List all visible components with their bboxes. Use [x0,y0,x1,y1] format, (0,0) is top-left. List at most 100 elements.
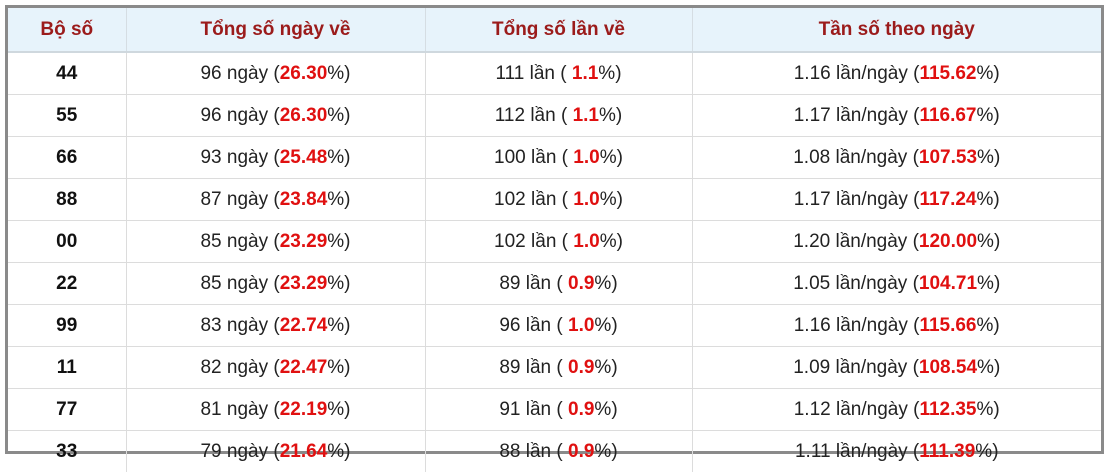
stat-cell: 102 lần ( 1.0%) [425,179,692,221]
cell-highlight: 1.0 [573,147,599,168]
cell-suffix: %) [327,231,350,252]
cell-suffix: %) [975,441,998,462]
cell-suffix: %) [327,63,350,84]
cell-suffix: %) [327,189,350,210]
stat-cell: 1.11 lần/ngày (111.39%) [692,431,1101,472]
stat-cell: 79 ngày (21.64%) [126,431,425,472]
stat-cell: 89 lần ( 0.9%) [425,347,692,389]
cell-suffix: %) [594,315,617,336]
cell-text: 1.17 lần/ngày ( [794,189,920,210]
cell-highlight: 23.29 [280,231,328,252]
cell-highlight: 22.74 [280,315,328,336]
number-cell: 44 [8,52,126,95]
stat-cell: 83 ngày (22.74%) [126,305,425,347]
stat-cell: 1.12 lần/ngày (112.35%) [692,389,1101,431]
cell-highlight: 0.9 [568,441,594,462]
stat-cell: 89 lần ( 0.9%) [425,263,692,305]
cell-highlight: 26.30 [280,105,328,126]
cell-highlight: 115.66 [919,315,976,336]
cell-highlight: 116.67 [919,105,976,126]
stat-cell: 81 ngày (22.19%) [126,389,425,431]
number-cell: 33 [8,431,126,472]
cell-suffix: %) [977,357,1000,378]
cell-text: 1.17 lần/ngày ( [794,105,920,126]
cell-highlight: 107.53 [919,147,977,168]
cell-suffix: %) [327,273,350,294]
stat-cell: 88 lần ( 0.9%) [425,431,692,472]
cell-suffix: %) [600,189,623,210]
number-cell: 77 [8,389,126,431]
cell-highlight: 111.39 [919,441,975,462]
cell-suffix: %) [977,189,1000,210]
cell-text: 87 ngày ( [200,189,279,210]
header-cell: Bộ số [8,8,126,52]
cell-suffix: %) [594,441,617,462]
number-cell: 11 [8,347,126,389]
stat-cell: 1.16 lần/ngày (115.62%) [692,52,1101,95]
cell-text: 1.09 lần/ngày ( [793,357,919,378]
cell-text: 96 ngày ( [200,105,279,126]
cell-highlight: 1.0 [573,231,599,252]
header-cell: Tổng số ngày về [126,8,425,52]
stat-cell: 96 ngày (26.30%) [126,52,425,95]
cell-suffix: %) [327,357,350,378]
cell-text: 96 ngày ( [200,63,279,84]
stat-cell: 1.16 lần/ngày (115.66%) [692,305,1101,347]
stat-cell: 1.17 lần/ngày (116.67%) [692,95,1101,137]
cell-text: 88 lần ( [499,441,568,462]
cell-highlight: 1.1 [573,105,599,126]
number-cell: 22 [8,263,126,305]
cell-text: 93 ngày ( [200,147,279,168]
cell-text: 1.16 lần/ngày ( [794,315,920,336]
stat-cell: 1.08 lần/ngày (107.53%) [692,137,1101,179]
stat-cell: 1.20 lần/ngày (120.00%) [692,221,1101,263]
cell-text: 1.16 lần/ngày ( [794,63,920,84]
cell-suffix: %) [600,231,623,252]
cell-highlight: 1.0 [573,189,599,210]
stat-cell: 85 ngày (23.29%) [126,263,425,305]
cell-text: 82 ngày ( [200,357,279,378]
number-cell: 88 [8,179,126,221]
number-cell: 55 [8,95,126,137]
stat-cell: 1.05 lần/ngày (104.71%) [692,263,1101,305]
cell-suffix: %) [327,105,350,126]
cell-highlight: 26.30 [280,63,328,84]
cell-highlight: 21.64 [280,441,328,462]
stat-cell: 1.17 lần/ngày (117.24%) [692,179,1101,221]
header-cell: Tần số theo ngày [692,8,1101,52]
cell-highlight: 108.54 [919,357,977,378]
cell-suffix: %) [327,147,350,168]
cell-highlight: 1.0 [568,315,594,336]
number-cell: 66 [8,137,126,179]
cell-highlight: 22.19 [280,399,328,420]
cell-suffix: %) [977,63,1000,84]
cell-text: 81 ngày ( [200,399,279,420]
cell-suffix: %) [598,63,621,84]
cell-text: 96 lần ( [499,315,568,336]
cell-text: 112 lần ( [495,105,573,126]
cell-suffix: %) [977,399,1000,420]
cell-suffix: %) [327,399,350,420]
number-cell: 99 [8,305,126,347]
cell-highlight: 120.00 [919,231,977,252]
stat-cell: 96 lần ( 1.0%) [425,305,692,347]
header-cell: Tổng số lần về [425,8,692,52]
cell-suffix: %) [594,357,617,378]
cell-highlight: 104.71 [919,273,977,294]
stat-cell: 91 lần ( 0.9%) [425,389,692,431]
cell-suffix: %) [327,441,350,462]
stat-cell: 82 ngày (22.47%) [126,347,425,389]
cell-suffix: %) [977,315,1000,336]
stat-cell: 1.09 lần/ngày (108.54%) [692,347,1101,389]
cell-text: 111 lần ( [495,63,571,84]
cell-text: 89 lần ( [499,273,568,294]
cell-text: 89 lần ( [499,357,568,378]
cell-highlight: 117.24 [919,189,976,210]
